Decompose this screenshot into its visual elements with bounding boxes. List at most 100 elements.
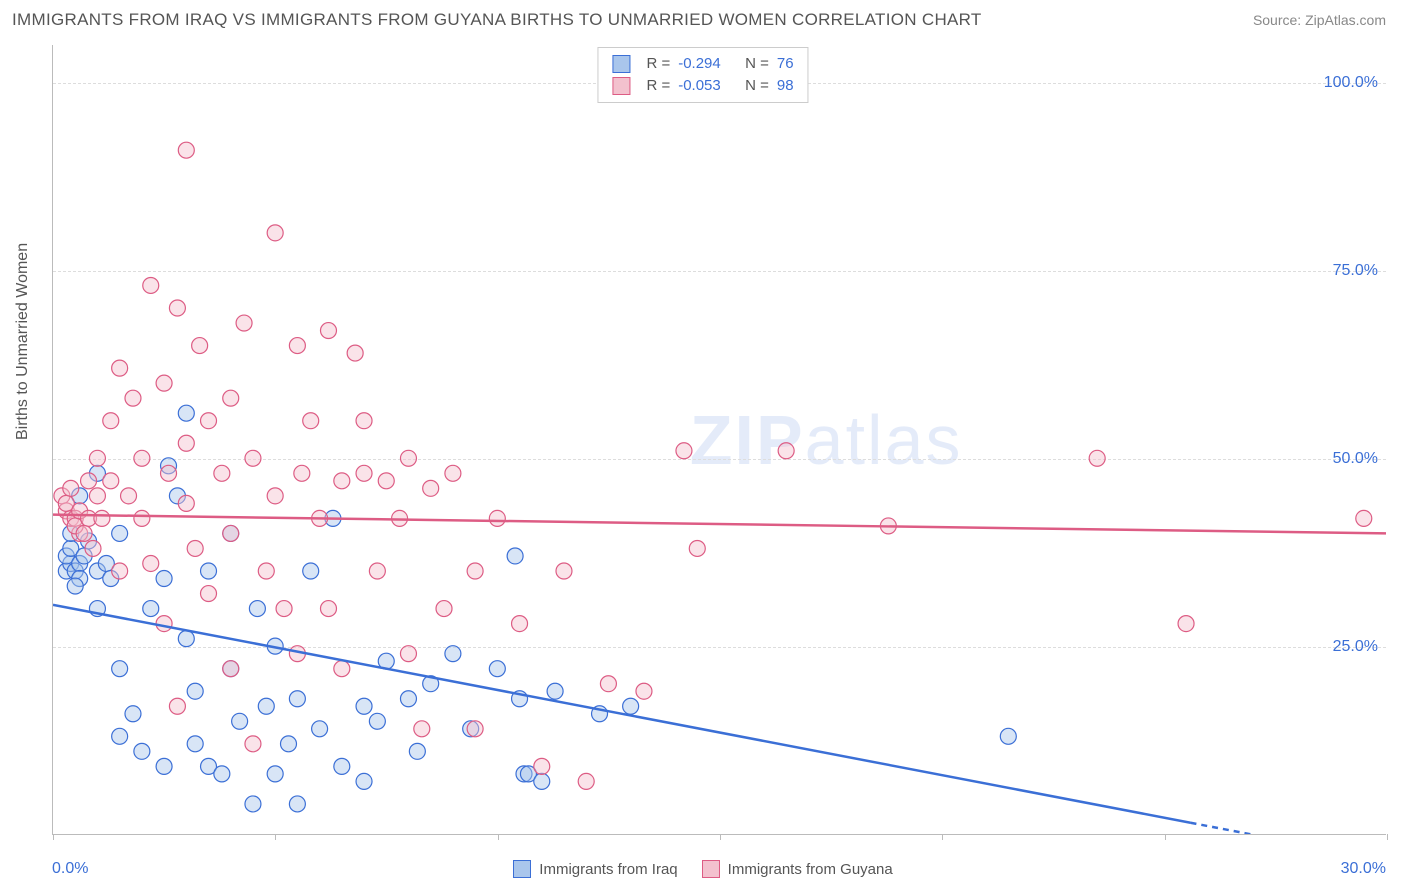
scatter-point [334,758,350,774]
scatter-point [778,443,794,459]
n-value: 76 [777,53,794,75]
trend-line [53,605,1190,823]
scatter-point [334,661,350,677]
correlation-legend-row: R =-0.053 N =98 [612,75,793,97]
legend-swatch [513,860,531,878]
scatter-point [289,691,305,707]
series-legend: Immigrants from Iraq Immigrants from Guya… [0,860,1406,882]
scatter-point [178,142,194,158]
legend-swatch [702,860,720,878]
legend-label: Immigrants from Iraq [539,861,677,878]
scatter-point [334,473,350,489]
x-axis-tick-mark [1387,834,1388,840]
scatter-point [201,563,217,579]
scatter-point [636,683,652,699]
scatter-point [289,796,305,812]
scatter-point [369,713,385,729]
scatter-point [276,601,292,617]
x-axis-tick-mark [720,834,721,840]
scatter-point [294,465,310,481]
x-axis-tick-mark [942,834,943,840]
r-label: R = [646,53,670,75]
scatter-point [67,578,83,594]
scatter-point [258,563,274,579]
scatter-point [303,563,319,579]
scatter-point [112,728,128,744]
scatter-point [356,773,372,789]
scatter-point [423,480,439,496]
scatter-point [103,413,119,429]
source-link[interactable]: ZipAtlas.com [1305,12,1386,28]
scatter-point [623,698,639,714]
n-label: N = [745,75,769,97]
scatter-point [445,465,461,481]
scatter-point [1089,450,1105,466]
scatter-point [378,473,394,489]
scatter-point [112,563,128,579]
scatter-point [223,525,239,541]
scatter-point [267,488,283,504]
scatter-point [547,683,563,699]
scatter-point [103,473,119,489]
scatter-point [267,225,283,241]
scatter-point [156,616,172,632]
scatter-point [347,345,363,361]
scatter-point [112,525,128,541]
scatter-point [556,563,572,579]
scatter-point [94,510,110,526]
scatter-point [156,758,172,774]
scatter-point [245,736,261,752]
scatter-svg [53,45,1386,834]
scatter-point [76,525,92,541]
scatter-point [201,413,217,429]
scatter-point [1000,728,1016,744]
scatter-point [400,450,416,466]
scatter-point [489,661,505,677]
scatter-point [134,743,150,759]
scatter-point [356,465,372,481]
scatter-point [312,721,328,737]
scatter-point [249,601,265,617]
scatter-point [1178,616,1194,632]
scatter-point [512,616,528,632]
scatter-point [356,413,372,429]
scatter-point [178,405,194,421]
r-value: -0.053 [678,75,721,97]
x-axis-tick-mark [53,834,54,840]
scatter-point [436,601,452,617]
scatter-point [400,691,416,707]
scatter-point [303,413,319,429]
scatter-point [178,495,194,511]
scatter-point [201,586,217,602]
scatter-point [134,450,150,466]
scatter-point [289,338,305,354]
scatter-point [156,571,172,587]
scatter-point [356,698,372,714]
scatter-point [187,683,203,699]
scatter-point [232,713,248,729]
n-label: N = [745,53,769,75]
scatter-point [134,510,150,526]
scatter-point [369,563,385,579]
scatter-point [156,375,172,391]
scatter-point [414,721,430,737]
scatter-point [187,540,203,556]
scatter-point [169,698,185,714]
scatter-point [187,736,203,752]
scatter-point [125,390,141,406]
scatter-point [467,563,483,579]
y-axis-label: Births to Unmarried Women [14,243,32,440]
x-axis-tick-mark [1165,834,1166,840]
scatter-point [320,323,336,339]
scatter-point [214,766,230,782]
x-axis-tick-mark [275,834,276,840]
scatter-point [281,736,297,752]
scatter-point [676,443,692,459]
scatter-point [534,773,550,789]
chart-header: IMMIGRANTS FROM IRAQ VS IMMIGRANTS FROM … [0,0,1406,36]
scatter-point [489,510,505,526]
scatter-point [245,450,261,466]
legend-label: Immigrants from Guyana [728,861,893,878]
correlation-legend-row: R =-0.294 N =76 [612,53,793,75]
scatter-point [223,661,239,677]
